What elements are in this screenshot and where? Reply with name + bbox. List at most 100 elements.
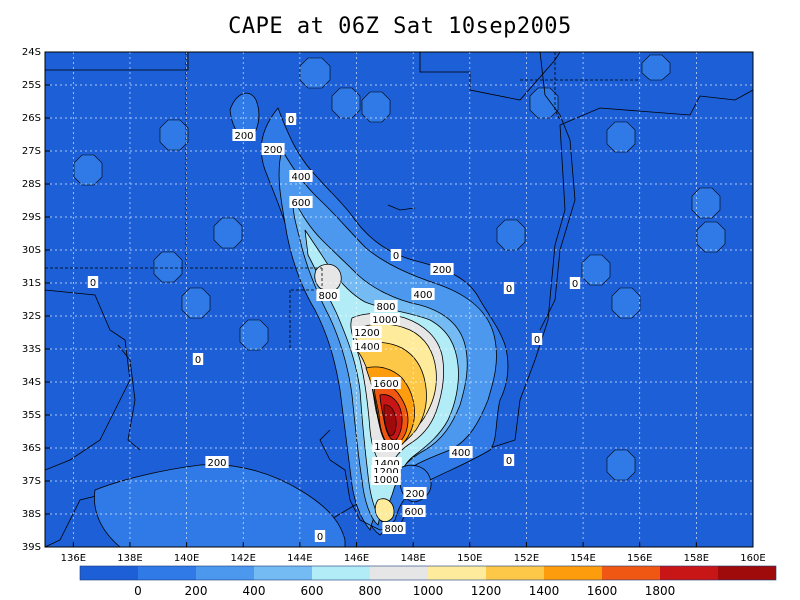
svg-text:200: 200	[207, 458, 226, 469]
svg-text:0: 0	[506, 284, 512, 295]
svg-text:0: 0	[317, 532, 323, 543]
cape-field	[45, 52, 753, 547]
colorbar-swatch	[370, 566, 428, 580]
svg-text:1400: 1400	[354, 342, 379, 353]
svg-text:0: 0	[534, 335, 540, 346]
latitude-axis: 24S 25S 26S 27S 28S 29S 30S 31S 32S 33S 34S 35S 36S 3…	[22, 47, 50, 553]
contour-label: 0	[503, 282, 515, 295]
colorbar-label: 1800	[645, 584, 676, 598]
lat-tick-label: 27S	[22, 146, 41, 157]
colorbar-swatch	[718, 566, 776, 580]
boundary-lines	[45, 52, 640, 531]
svg-text:200: 200	[234, 131, 253, 142]
svg-text:400: 400	[451, 448, 470, 459]
svg-text:600: 600	[291, 198, 310, 209]
contour-label: 600	[402, 505, 426, 518]
colorbar: 0 200 400 600 800 1000 1200 1400 1600 1800	[79, 565, 777, 598]
svg-text:1000: 1000	[372, 315, 397, 326]
lat-tick-label: 33S	[22, 344, 41, 355]
contour-label: 1800	[372, 440, 402, 453]
contour-label: 400	[411, 288, 435, 301]
contour-label: 0	[569, 277, 581, 290]
contour-label: 200	[232, 129, 256, 142]
colorbar-label: 1600	[587, 584, 618, 598]
lon-tick-label: 160E	[740, 553, 765, 564]
colorbar-label: 400	[243, 584, 266, 598]
lon-tick-label: 152E	[514, 553, 539, 564]
lon-tick-label: 138E	[117, 553, 142, 564]
lon-tick-label: 158E	[684, 553, 709, 564]
svg-text:1200: 1200	[373, 467, 398, 478]
svg-text:400: 400	[291, 172, 310, 183]
contour-label: 200	[205, 456, 229, 469]
svg-text:400: 400	[413, 290, 432, 301]
colorbar-label: 1400	[529, 584, 560, 598]
colorbar-swatch	[544, 566, 602, 580]
lon-tick-label: 136E	[61, 553, 86, 564]
svg-text:800: 800	[318, 291, 337, 302]
lon-tick-label: 156E	[627, 553, 652, 564]
contour-label: 400	[289, 170, 313, 183]
colorbar-swatch	[80, 566, 138, 580]
svg-text:200: 200	[263, 145, 282, 156]
map-frame	[44, 51, 754, 548]
contour-label: 1600	[371, 377, 401, 390]
svg-text:0: 0	[572, 279, 578, 290]
colorbar-swatch	[138, 566, 196, 580]
colorbar-label: 1200	[471, 584, 502, 598]
svg-text:0: 0	[393, 251, 399, 262]
lat-tick-label: 28S	[22, 179, 41, 190]
colorbar-swatch	[486, 566, 544, 580]
colorbar-label: 800	[359, 584, 382, 598]
colorbar-frame	[79, 565, 777, 581]
lon-tick-label: 146E	[344, 553, 369, 564]
svg-text:0: 0	[288, 115, 294, 126]
contour-label: 1400	[352, 340, 382, 353]
svg-text:1800: 1800	[374, 442, 399, 453]
svg-text:1000: 1000	[373, 475, 398, 486]
contour-label: 0	[87, 276, 99, 289]
svg-text:0: 0	[195, 355, 201, 366]
svg-text:200: 200	[432, 265, 451, 276]
cape-blob-south-b	[374, 498, 395, 522]
lon-tick-label: 142E	[231, 553, 256, 564]
lat-tick-label: 26S	[22, 113, 41, 124]
colorbar-label: 200	[185, 584, 208, 598]
lat-tick-label: 39S	[22, 542, 41, 553]
contour-label: 0	[531, 333, 543, 346]
contour-label: 800	[374, 300, 398, 313]
lat-tick-label: 30S	[22, 245, 41, 256]
colorbar-swatch	[660, 566, 718, 580]
lat-tick-label: 29S	[22, 212, 41, 223]
contour-label: 200	[430, 263, 454, 276]
svg-text:1600: 1600	[373, 379, 398, 390]
contour-label: 1000	[371, 473, 401, 486]
contour-label: 600	[289, 196, 313, 209]
map-gridlines	[45, 52, 753, 547]
lat-tick-label: 36S	[22, 443, 41, 454]
colorbar-swatch	[196, 566, 254, 580]
svg-text:600: 600	[404, 507, 423, 518]
lon-tick-label: 150E	[457, 553, 482, 564]
lat-tick-label: 38S	[22, 509, 41, 520]
svg-text:0: 0	[506, 456, 512, 467]
colorbar-label: 0	[134, 584, 142, 598]
svg-text:1200: 1200	[354, 328, 379, 339]
colorbar-swatch	[254, 566, 312, 580]
svg-text:0: 0	[90, 278, 96, 289]
contour-label: 0	[314, 530, 326, 543]
lon-tick-label: 154E	[570, 553, 595, 564]
lat-tick-label: 35S	[22, 410, 41, 421]
contour-label: 200	[261, 143, 285, 156]
lat-tick-label: 31S	[22, 278, 41, 289]
contour-label: 400	[449, 446, 473, 459]
svg-text:800: 800	[384, 524, 403, 535]
cape-blob-north	[314, 263, 342, 293]
contour-label: 1000	[370, 313, 400, 326]
longitude-axis: 136E 138E 140E 142E 144E 146E 148E 150E 152E 154E…	[61, 542, 766, 564]
lon-tick-label: 140E	[174, 553, 199, 564]
colorbar-swatch	[312, 566, 370, 580]
lat-tick-label: 24S	[22, 47, 41, 58]
